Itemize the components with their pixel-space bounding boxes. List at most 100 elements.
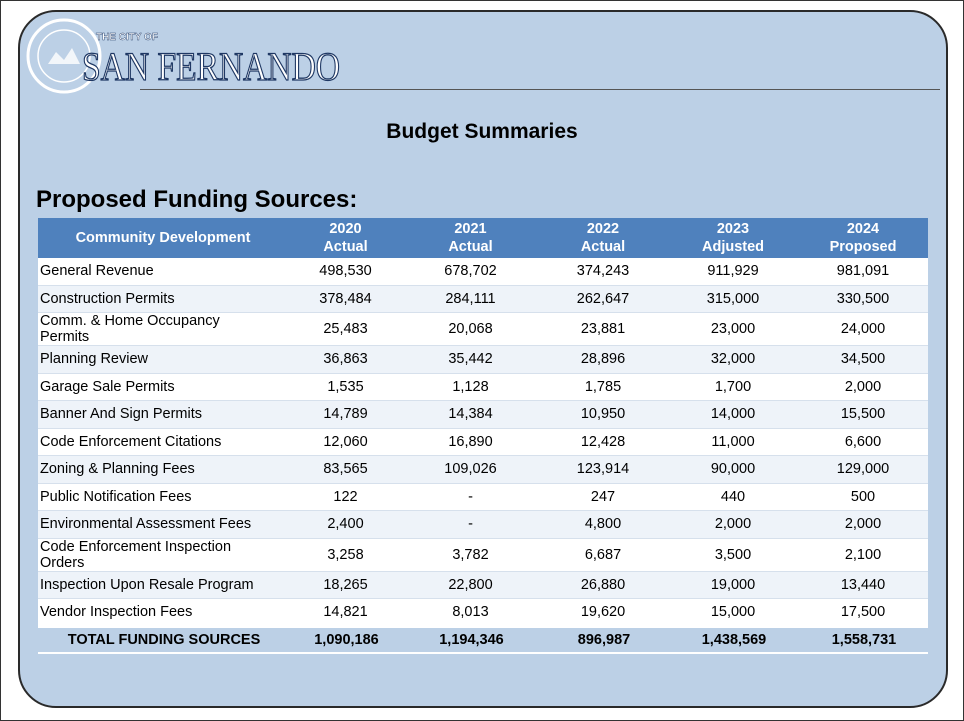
column-basis: Adjusted <box>701 239 765 255</box>
row-label-line: Permits <box>40 329 90 345</box>
row-label-line: Banner And Sign Permits <box>40 406 203 423</box>
cell: 10,950 <box>538 400 668 429</box>
total-cell: 1,194,346 <box>403 625 538 654</box>
cell: 25,483 <box>288 312 403 346</box>
row-label: Inspection Upon Resale Program <box>38 571 288 599</box>
cell: 22,800 <box>403 571 538 599</box>
seal-mountains <box>48 48 80 64</box>
cell: 15,500 <box>798 400 928 429</box>
cell: 262,647 <box>538 285 668 313</box>
cell: 14,384 <box>403 400 538 429</box>
cell: 2,000 <box>668 510 798 539</box>
cell: 1,700 <box>668 373 798 401</box>
cell: 330,500 <box>798 285 928 313</box>
table-row: Zoning & Planning Fees 83,565 109,026 123,9… <box>38 455 928 484</box>
table-row: Code Enforcement Inspection Orders 3,258 3,… <box>38 538 928 572</box>
cell: 109,026 <box>403 455 538 484</box>
table-row: Garage Sale Permits 1,535 1,128 1,785 1,700 2… <box>38 373 928 401</box>
column-basis: Actual <box>323 239 368 255</box>
table-row: Inspection Upon Resale Program 18,265 22,8… <box>38 571 928 599</box>
row-label-line: Inspection Upon Resale Program <box>40 576 254 593</box>
table-row: Planning Review 36,863 35,442 28,896 32,000 3… <box>38 345 928 374</box>
column-year: 2022 <box>586 221 620 237</box>
column-basis: Actual <box>448 239 493 255</box>
column-year: 2021 <box>454 221 487 237</box>
cell: - <box>403 483 538 511</box>
row-label: Planning Review <box>38 345 288 374</box>
cell: 26,880 <box>538 571 668 599</box>
cell: 14,000 <box>668 400 798 429</box>
column-year: 2020 <box>329 221 362 237</box>
row-label-line: Orders <box>40 554 85 571</box>
column-header: 2024 Proposed <box>798 218 928 258</box>
cell: 16,890 <box>403 428 538 456</box>
table-row: Construction Permits 378,484 284,111 262,64… <box>38 285 928 313</box>
cell: 23,000 <box>668 312 798 346</box>
total-cell: 1,438,569 <box>668 625 798 654</box>
cell: 122 <box>288 483 403 511</box>
table-row: Environmental Assessment Fees 2,400-4,800… <box>38 510 928 539</box>
row-label: Garage Sale Permits <box>38 373 288 401</box>
seal <box>26 18 102 94</box>
cell: 315,000 <box>668 285 798 313</box>
table-row: Code Enforcement Citations 12,060 16,890 12… <box>38 428 928 456</box>
cell: 11,000 <box>668 428 798 456</box>
cell: 678,702 <box>403 258 538 286</box>
logo-line1: THE CITY OF <box>96 32 158 43</box>
row-label-line: Environmental Assessment Fees <box>40 516 252 533</box>
cell: 498,530 <box>288 258 403 286</box>
logo-line2: SAN FERNANDO <box>82 44 340 89</box>
table-row: Vendor Inspection Fees 14,821 8,013 19,620 1… <box>38 598 928 627</box>
cell: 2,000 <box>798 373 928 401</box>
cell: 3,500 <box>668 538 798 572</box>
cell: 4,800 <box>538 510 668 539</box>
cell: 6,687 <box>538 538 668 572</box>
table-row: Banner And Sign Permits 14,789 14,384 10,95… <box>38 400 928 429</box>
seal-inner <box>37 29 91 83</box>
row-label: Construction Permits <box>38 285 288 313</box>
rule <box>140 89 940 90</box>
row-label-line: Code Enforcement Citations <box>40 433 222 450</box>
cell: 20,068 <box>403 312 538 346</box>
cell: 24,000 <box>798 312 928 346</box>
cell: 19,620 <box>538 598 668 627</box>
total-cell: 896,987 <box>538 625 668 654</box>
table-row: Public Notification Fees 122-247 440 500 <box>38 483 928 511</box>
cell: 1,785 <box>538 373 668 401</box>
total-row: TOTAL FUNDING SOURCES 1,090,186 1,194,346 8… <box>38 625 928 654</box>
total-label: TOTAL FUNDING SOURCES <box>38 625 288 654</box>
row-label: Code Enforcement Citations <box>38 428 288 456</box>
cell: 90,000 <box>668 455 798 484</box>
cell: 129,000 <box>798 455 928 484</box>
table: Community Development 2020 Actual 2021 Actua… <box>38 218 928 654</box>
cell: 18,265 <box>288 571 403 599</box>
row-label-line: Comm. & Home Occupancy <box>40 313 220 329</box>
cell: 911,929 <box>668 258 798 286</box>
row-label-line: General Revenue <box>40 263 154 280</box>
row-label-line: Vendor Inspection Fees <box>40 604 193 621</box>
cell: 35,442 <box>403 345 538 374</box>
cell: 32,000 <box>668 345 798 374</box>
cell: 247 <box>538 483 668 511</box>
cell: 19,000 <box>668 571 798 599</box>
cell: 374,243 <box>538 258 668 286</box>
column-header: 2021 Actual <box>403 218 538 258</box>
cell: 12,060 <box>288 428 403 456</box>
heading: Proposed Funding Sources: <box>36 186 358 213</box>
cell: 440 <box>668 483 798 511</box>
cell: 1,128 <box>403 373 538 401</box>
row-label: Vendor Inspection Fees <box>38 598 288 627</box>
cell: 3,258 <box>288 538 403 572</box>
column-header: 2022 Actual <box>538 218 668 258</box>
cell: 2,100 <box>798 538 928 572</box>
row-label: General Revenue <box>38 258 288 286</box>
row-label-line: Garage Sale Permits <box>40 378 175 395</box>
header-row: Community Development 2020 Actual 2021 Actua… <box>38 218 928 258</box>
row-label-line: Code Enforcement Inspection <box>40 538 232 555</box>
cell: 378,484 <box>288 285 403 313</box>
logo: THE CITY OF SAN FERNANDO <box>26 18 341 94</box>
cell: 14,821 <box>288 598 403 627</box>
row-label: Banner And Sign Permits <box>38 400 288 429</box>
cell: - <box>403 510 538 539</box>
cell: 36,863 <box>288 345 403 374</box>
